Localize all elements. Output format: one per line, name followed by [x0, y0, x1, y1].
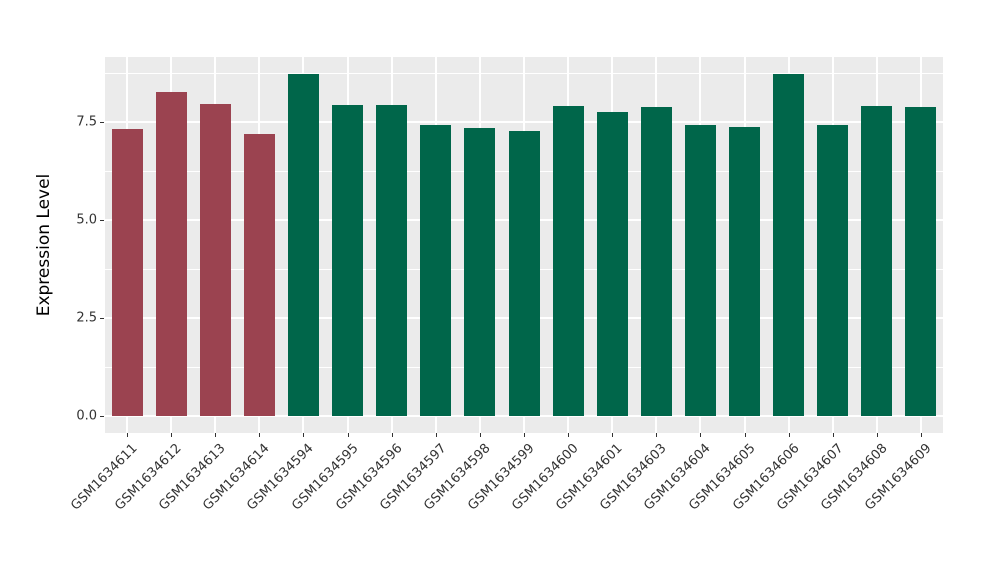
bar-GSM1634614[interactable]: [243, 134, 275, 416]
x-tick-mark: [744, 433, 746, 437]
x-tick-mark: [347, 433, 349, 437]
bar-GSM1634604[interactable]: [684, 125, 716, 416]
y-tick-mark: [100, 122, 104, 123]
bar-GSM1634611[interactable]: [111, 129, 143, 416]
x-tick-mark: [435, 433, 437, 437]
y-axis-title: Expression Level: [34, 173, 54, 317]
y-tick-mark: [100, 416, 104, 417]
bar-GSM1634609[interactable]: [905, 107, 937, 416]
x-tick-mark: [568, 433, 570, 437]
bar-GSM1634599[interactable]: [508, 131, 540, 416]
bar-GSM1634598[interactable]: [464, 127, 496, 416]
bar-GSM1634597[interactable]: [420, 125, 452, 416]
x-tick-mark: [303, 433, 305, 437]
bar-GSM1634608[interactable]: [861, 106, 893, 416]
x-tick-mark: [479, 433, 481, 437]
y-tick-label: 0.0: [76, 408, 97, 424]
bar-GSM1634601[interactable]: [596, 112, 628, 416]
y-tick-mark: [100, 318, 104, 319]
x-tick-mark: [215, 433, 217, 437]
y-tick-label: 5.0: [76, 212, 97, 228]
x-tick-mark: [391, 433, 393, 437]
x-tick-mark: [788, 433, 790, 437]
bar-GSM1634600[interactable]: [552, 105, 584, 416]
x-tick-mark: [259, 433, 261, 437]
bar-GSM1634606[interactable]: [773, 74, 805, 416]
x-tick-mark: [920, 433, 922, 437]
bar-GSM1634595[interactable]: [332, 105, 364, 416]
bar-GSM1634613[interactable]: [199, 104, 231, 416]
bar-GSM1634594[interactable]: [287, 74, 319, 416]
x-tick-mark: [127, 433, 129, 437]
plot-panel: [105, 57, 943, 433]
y-tick-label: 7.5: [76, 114, 97, 130]
bar-GSM1634605[interactable]: [729, 127, 761, 416]
y-tick-mark: [100, 220, 104, 221]
x-tick-mark: [876, 433, 878, 437]
y-tick-label: 2.5: [76, 310, 97, 326]
x-tick-mark: [832, 433, 834, 437]
x-tick-mark: [656, 433, 658, 437]
x-tick-mark: [171, 433, 173, 437]
x-tick-mark: [524, 433, 525, 437]
x-tick-mark: [700, 433, 702, 437]
bar-GSM1634607[interactable]: [817, 125, 849, 416]
bar-GSM1634603[interactable]: [640, 107, 672, 416]
x-tick-mark: [612, 433, 614, 437]
bar-GSM1634596[interactable]: [376, 105, 408, 416]
bar-GSM1634612[interactable]: [155, 92, 187, 416]
